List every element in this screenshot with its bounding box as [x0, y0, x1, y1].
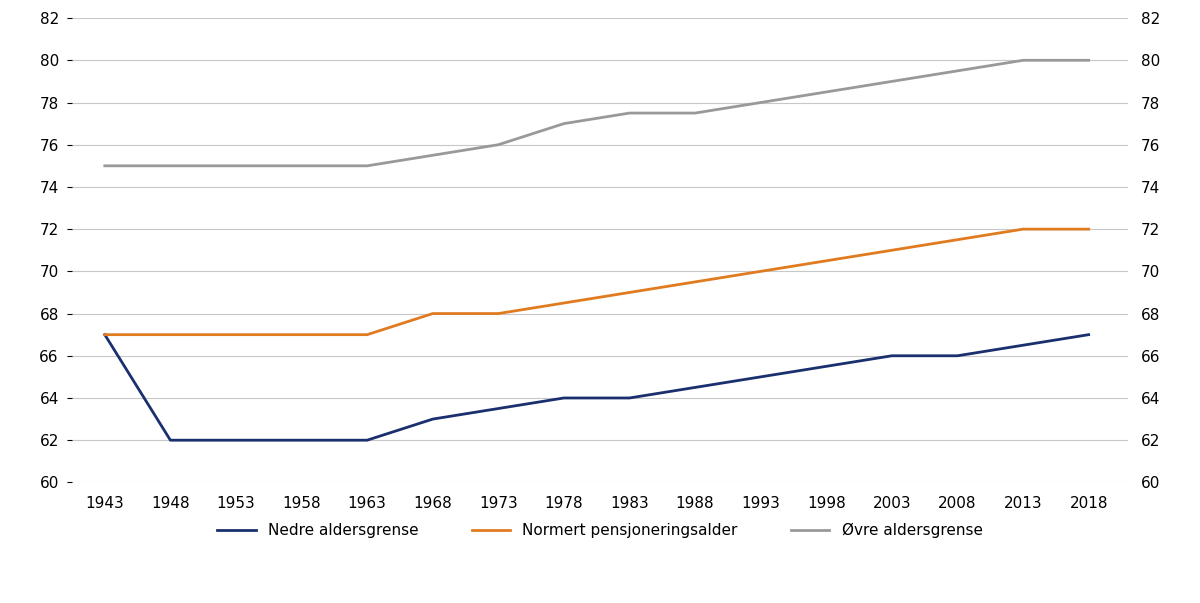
Legend: Nedre aldersgrense, Normert pensjoneringsalder, Øvre aldersgrense: Nedre aldersgrense, Normert pensjonering… [211, 517, 989, 545]
